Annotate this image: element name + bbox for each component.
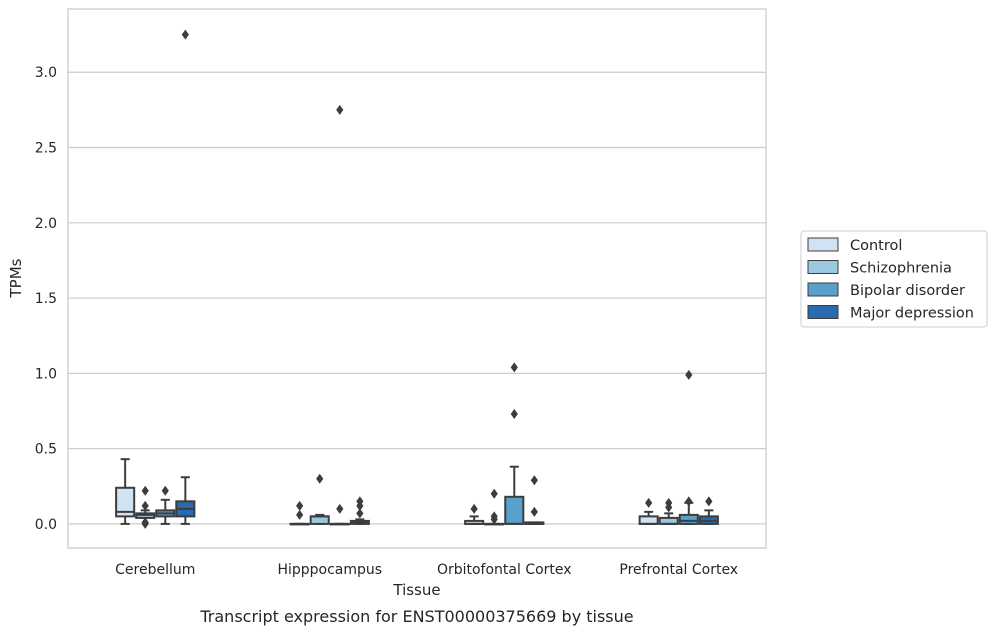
box-groups [115,29,719,529]
box-body [115,486,136,518]
box-schizophrenia [658,497,679,525]
outlier-point [356,508,364,519]
outlier-point [296,509,304,520]
outlier-point [685,496,693,507]
box-major-depression [349,496,370,525]
outlier-point [336,104,344,115]
plot-frame [67,8,767,549]
box-schizophrenia [484,488,505,526]
legend: Control Schizophrenia Bipolar disorder Majo… [800,230,988,328]
box-control [638,497,659,525]
legend-swatch [807,237,839,252]
box-control [464,503,485,525]
x-axis-title: Tissue [392,581,440,599]
y-tick-label: 1.5 [35,291,57,307]
legend-label: Major depression [850,306,974,322]
outlier-point [510,409,518,420]
chart-caption: Transcript expression for ENST0000037566… [199,607,633,626]
box-control [115,458,136,525]
y-tick-label: 0.0 [35,517,57,533]
x-tick-label: Prefrontal Cortex [619,562,738,578]
outlier-point [705,496,713,507]
box-major-depression [175,29,196,525]
outlier-point [336,503,344,514]
box-major-depression [524,475,545,525]
y-tick-labels: 0.0 0.5 1.0 1.5 2.0 2.5 3.0 [35,65,57,533]
outlier-point [141,500,149,511]
x-tick-label: Orbitofontal Cortex [437,562,572,578]
x-tick-label: Cerebellum [115,562,195,578]
outlier-point [490,488,498,499]
y-tick-label: 3.0 [35,65,57,81]
box-body [504,495,525,525]
outlier-point [141,485,149,496]
y-tick-label: 2.0 [35,216,57,232]
legend-frame [800,230,988,328]
box-body [678,513,699,525]
box-bipolar-disorder [504,362,525,525]
outlier-point [645,497,653,508]
legend-swatch [807,305,839,319]
outlier-point [530,475,538,486]
box-bipolar-disorder [678,369,699,525]
legend-label: Control [850,238,902,254]
outlier-point [316,473,324,484]
outlier-point [490,511,498,522]
outlier-point [181,29,189,40]
box-schizophrenia [135,485,156,529]
legend-swatch [807,260,839,274]
outlier-point [161,485,169,496]
box-body [638,515,659,525]
y-tick-label: 0.5 [35,442,57,458]
gridlines [68,71,766,525]
outlier-point [296,500,304,511]
y-tick-label: 2.5 [35,141,57,157]
outlier-point [510,362,518,373]
box-schizophrenia [309,473,330,525]
outlier-point [141,517,149,528]
box-body [309,515,330,525]
x-tick-labels: Cerebellum Hipppocampus Orbitofontal Corte… [115,562,738,578]
outlier-point [530,506,538,517]
box-control [289,500,310,526]
legend-swatch [807,282,839,297]
legend-label: Bipolar disorder [850,283,965,299]
outlier-point [665,497,673,508]
y-tick-label: 1.0 [35,366,57,382]
box-major-depression [698,496,719,525]
outlier-point [470,503,478,514]
box-bipolar-disorder [329,104,350,526]
outlier-point [685,369,693,380]
y-axis-title: TPMs [7,258,25,298]
box-bipolar-disorder [155,485,176,525]
outlier-point [356,496,364,507]
legend-label: Schizophrenia [850,261,952,277]
x-tick-label: Hipppocampus [277,562,382,578]
